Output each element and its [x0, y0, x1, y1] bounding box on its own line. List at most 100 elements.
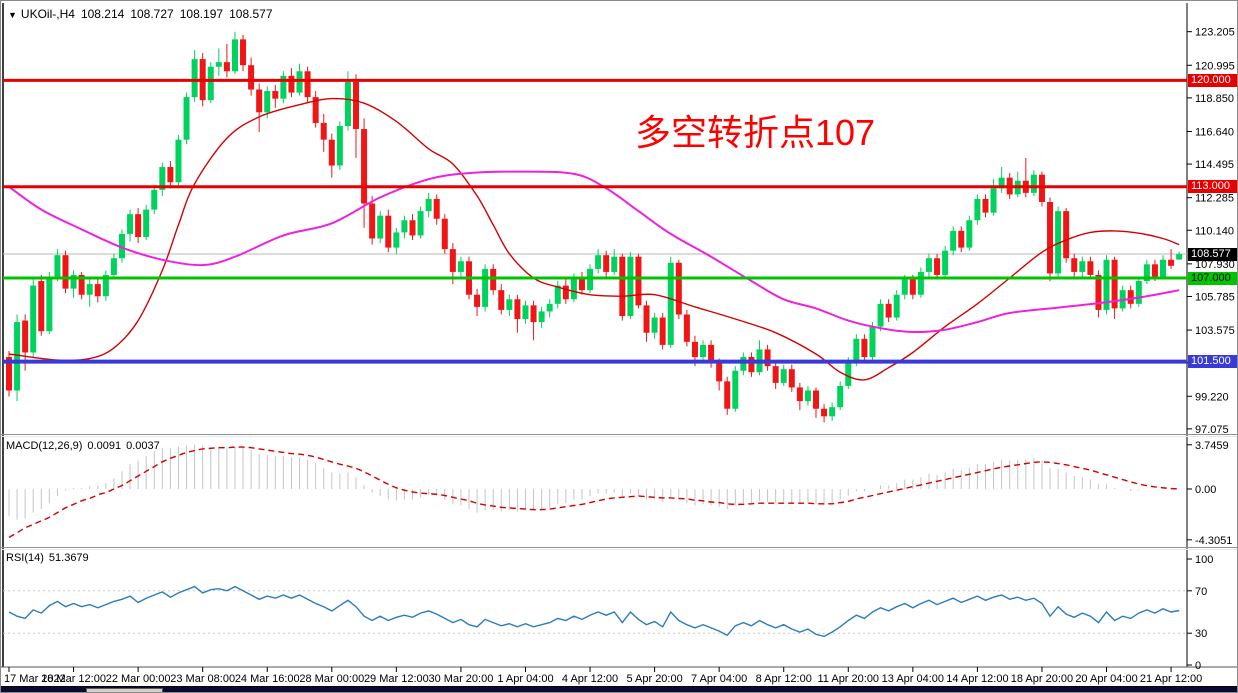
- macd-axis[interactable]: 3.7459 0.00 -4.3051: [1187, 440, 1232, 547]
- candle: [14, 322, 21, 391]
- candle: [207, 66, 214, 101]
- candle: [22, 320, 29, 353]
- candle: [183, 97, 190, 140]
- svg-text:70: 70: [1195, 586, 1207, 598]
- candle: [748, 357, 755, 373]
- time-label: 5 Apr 20:00: [626, 673, 682, 685]
- candle: [845, 361, 852, 386]
- candle: [46, 276, 53, 332]
- candle: [151, 189, 158, 210]
- candle: [1055, 211, 1062, 274]
- candles: [6, 31, 1183, 423]
- candle: [159, 167, 166, 190]
- candle: [958, 230, 965, 248]
- candle: [369, 203, 376, 239]
- candle: [320, 122, 327, 140]
- time-label: 23 Mar 08:00: [170, 673, 235, 685]
- candle: [522, 305, 529, 320]
- candle: [38, 281, 45, 332]
- time-label: 18 Mar 12:00: [41, 673, 106, 685]
- candle: [643, 305, 650, 333]
- candle: [94, 284, 101, 297]
- candle: [385, 215, 392, 248]
- candle: [562, 285, 569, 300]
- svg-text:0: 0: [1195, 660, 1201, 672]
- candle: [885, 303, 892, 318]
- candle: [627, 256, 634, 316]
- candle: [546, 303, 553, 312]
- candle: [167, 167, 174, 183]
- annotation-text[interactable]: 多空转折点107: [635, 112, 876, 153]
- candle: [143, 209, 150, 237]
- candle: [683, 314, 690, 342]
- candle: [223, 62, 230, 72]
- candle: [917, 271, 924, 295]
- ma-fast-line: [8, 97, 1180, 381]
- candle: [62, 255, 69, 289]
- ma-slow-line: [8, 170, 1180, 334]
- candle: [587, 268, 594, 291]
- candle: [740, 357, 747, 371]
- candle: [853, 338, 860, 362]
- svg-text:103.575: 103.575: [1195, 325, 1235, 337]
- candle: [716, 363, 723, 382]
- candle: [433, 198, 440, 219]
- candle: [102, 274, 109, 297]
- candle: [1127, 290, 1134, 304]
- candle: [457, 261, 464, 272]
- bottom-scrollbar[interactable]: [1, 686, 1237, 692]
- candle: [788, 369, 795, 388]
- svg-text:100: 100: [1195, 554, 1213, 566]
- candle: [796, 387, 803, 402]
- high-value: 108.727: [130, 7, 174, 21]
- candle: [877, 303, 884, 327]
- time-label: 21 Apr 12:00: [1140, 673, 1202, 685]
- candle: [603, 255, 610, 272]
- candle: [1160, 259, 1167, 277]
- price-scale[interactable]: 123.205 120.995 118.850 116.640 114.495 112.2…: [1187, 27, 1235, 436]
- candle: [328, 139, 335, 166]
- candle: [982, 198, 989, 213]
- scrollbar-thumb[interactable]: [86, 688, 163, 692]
- rsi-indicator-label: RSI(14) 51.3679: [6, 552, 94, 564]
- svg-text:116.640: 116.640: [1195, 126, 1234, 138]
- time-label: 14 Apr 12:00: [946, 673, 1008, 685]
- candle: [506, 299, 513, 310]
- candle: [909, 279, 916, 295]
- candle: [215, 62, 222, 67]
- macd-signal-line: [8, 446, 1180, 538]
- candle: [772, 366, 779, 383]
- candle: [425, 198, 432, 212]
- time-label: 13 Apr 04:00: [882, 673, 944, 685]
- panel-frames: [1, 3, 1237, 668]
- candle: [449, 249, 456, 272]
- candle: [934, 258, 941, 275]
- macd-indicator-label: MACD(12,26,9) 0.0091 0.0037: [6, 440, 165, 452]
- candle: [296, 71, 303, 93]
- collapse-icon[interactable]: ▼: [8, 10, 17, 20]
- time-label: 7 Apr 04:00: [691, 673, 747, 685]
- candle: [336, 126, 343, 166]
- candle: [570, 278, 577, 300]
- candle: [595, 255, 602, 269]
- candle: [1087, 261, 1094, 275]
- rsi-axis[interactable]: 100 70 30 0: [1187, 554, 1213, 672]
- svg-text:123.205: 123.205: [1195, 27, 1235, 39]
- resistance-price-tag-120: 120.000: [1188, 73, 1237, 87]
- svg-text:97.075: 97.075: [1195, 424, 1229, 436]
- candle: [1079, 261, 1086, 272]
- candle: [925, 258, 932, 272]
- candle: [240, 39, 247, 66]
- candle: [732, 370, 739, 409]
- candle: [1168, 259, 1175, 266]
- time-label: 30 Mar 20:00: [429, 673, 494, 685]
- time-label: 18 Apr 20:00: [1011, 673, 1073, 685]
- candle: [829, 407, 836, 417]
- rsi-panel: [3, 585, 1187, 638]
- rsi-line: [8, 585, 1180, 638]
- candle: [30, 285, 37, 353]
- candle: [409, 220, 416, 236]
- candle: [272, 91, 279, 99]
